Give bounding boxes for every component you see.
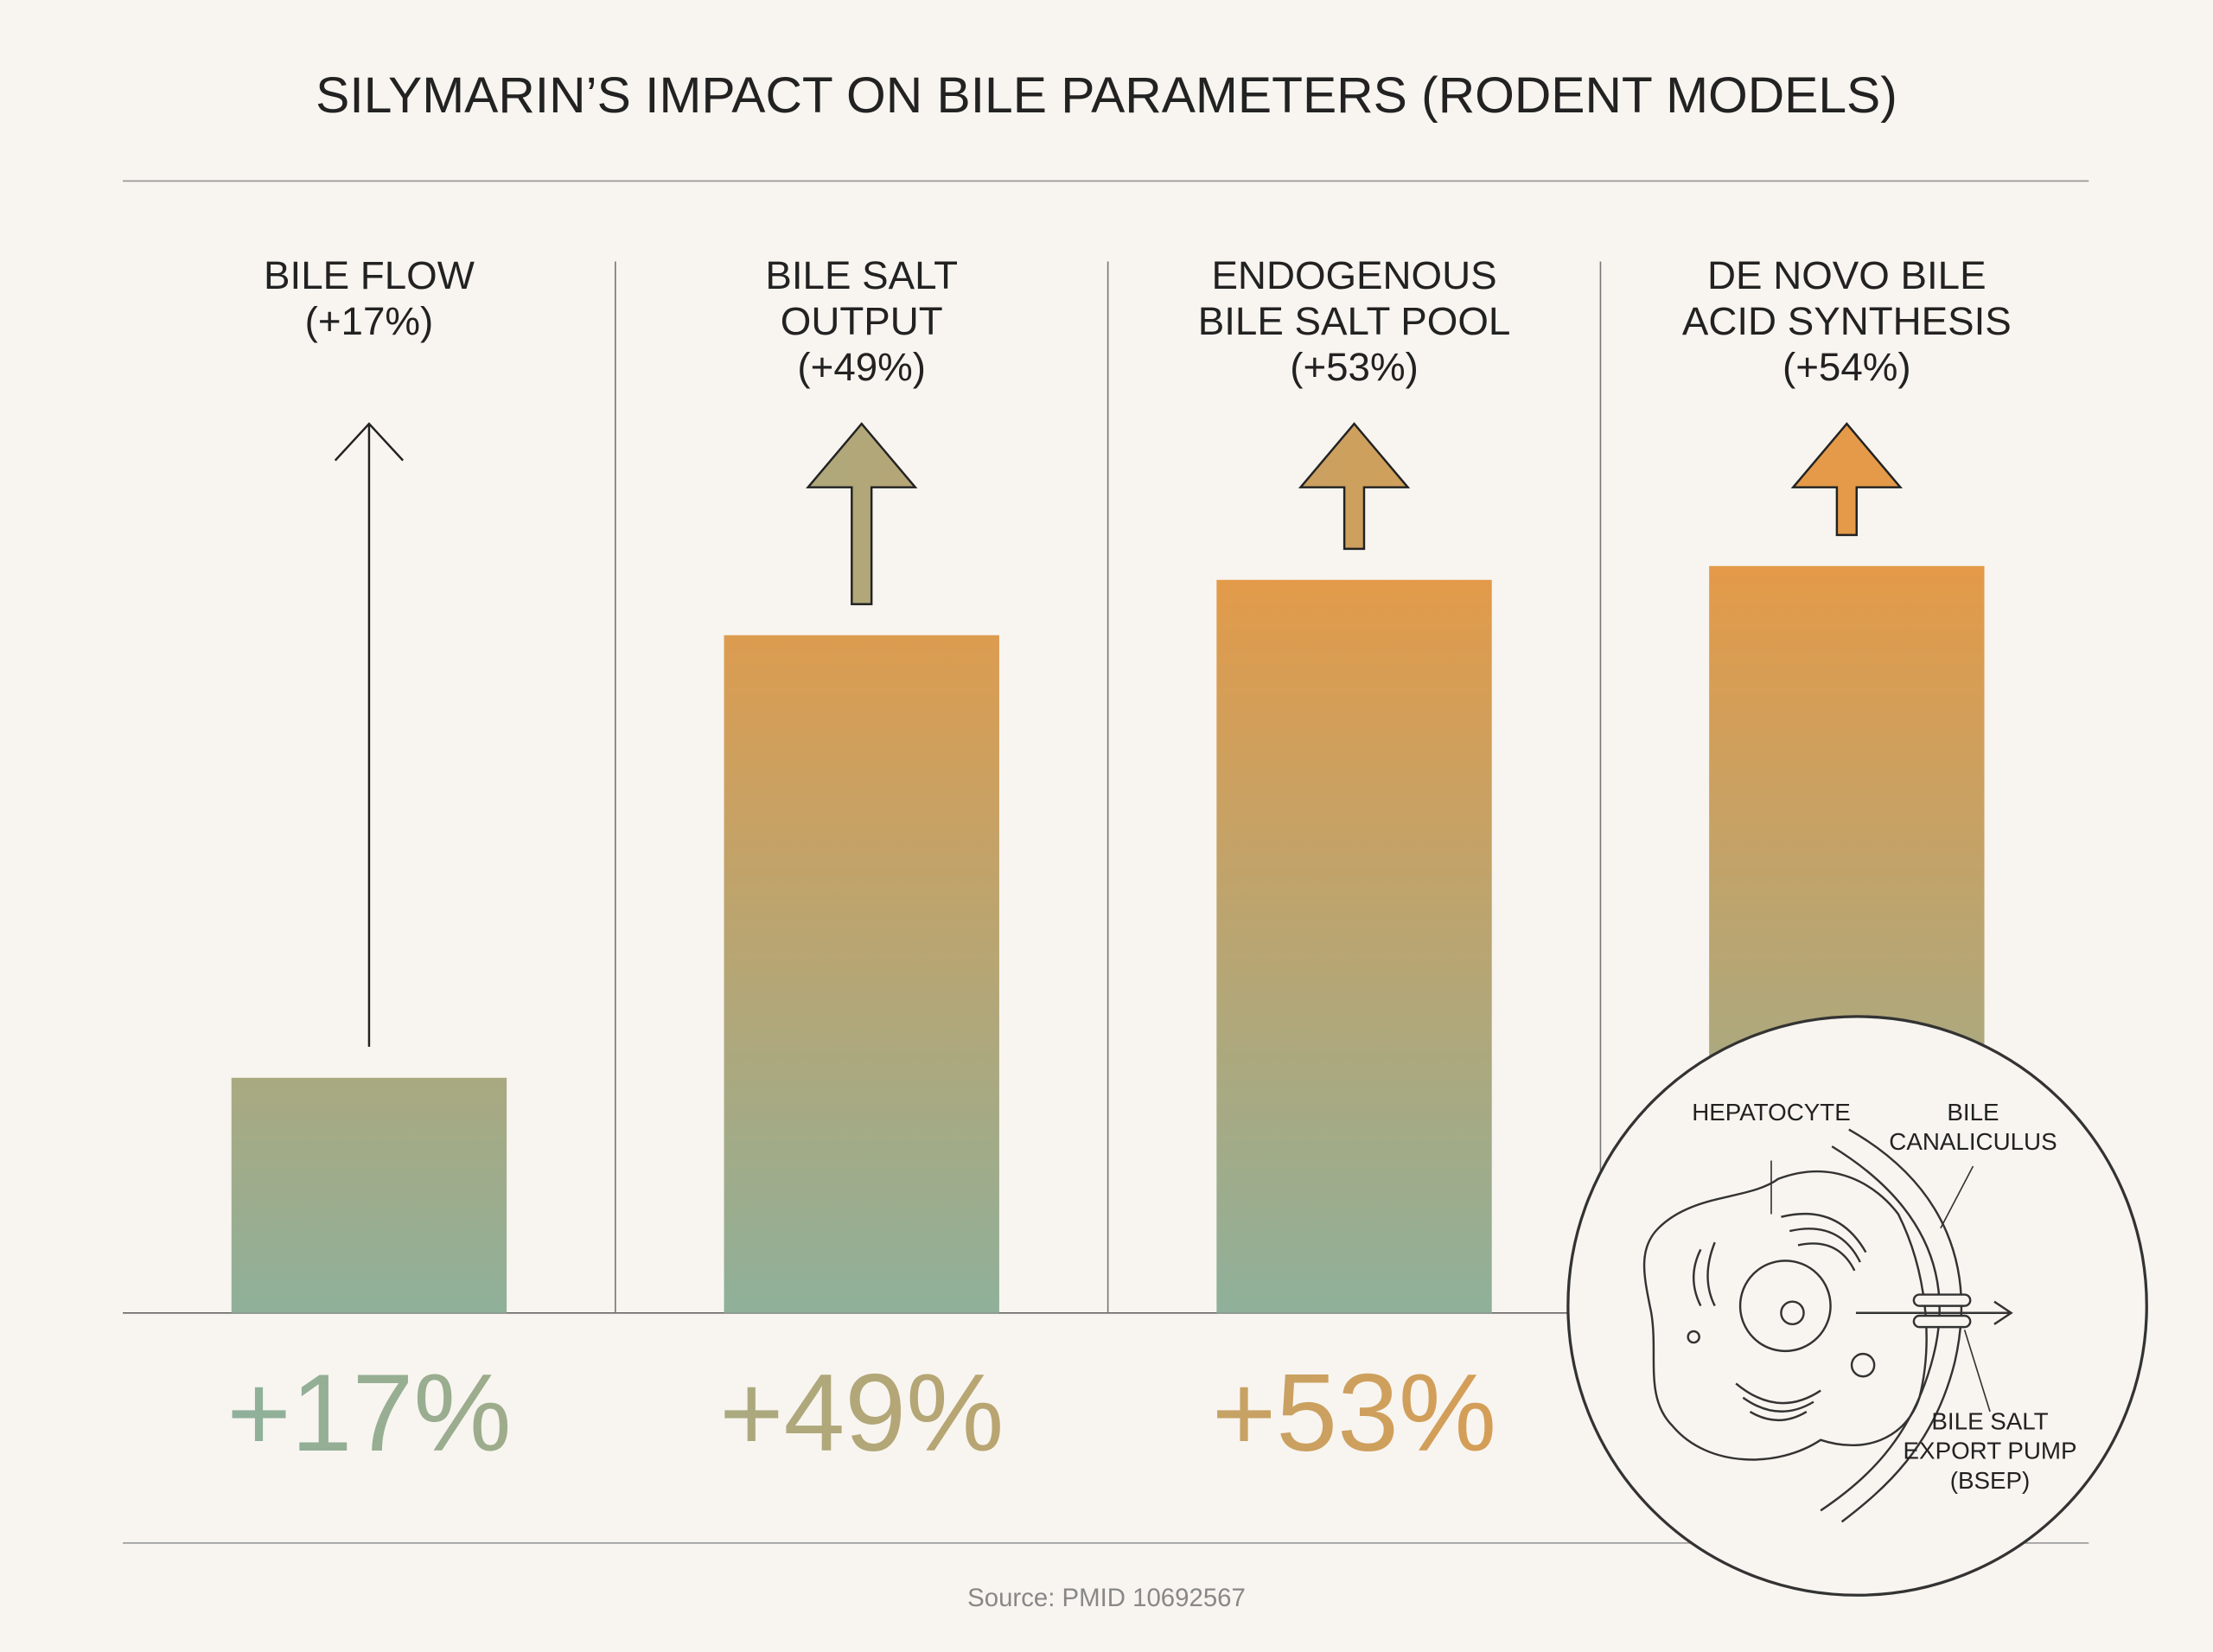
annotation: BILE SALT: [1931, 1407, 2048, 1434]
category-label: DE NOVO BILE: [1707, 253, 1987, 297]
category-label: BILE SALT POOL: [1198, 299, 1511, 343]
annotation: EXPORT PUMP: [1904, 1438, 2077, 1464]
bar: [231, 1077, 507, 1313]
category-label: ACID SYNTHESIS: [1682, 299, 2012, 343]
cell-inset: [1566, 1015, 2148, 1597]
value-label: +49%: [719, 1351, 1004, 1474]
category-label: (+17%): [305, 299, 434, 343]
annotation: HEPATOCYTE: [1692, 1099, 1851, 1126]
value-label: +17%: [226, 1351, 511, 1474]
bar: [724, 635, 999, 1313]
annotation: CANALICULUS: [1889, 1128, 2057, 1155]
category-label: (+53%): [1290, 345, 1419, 389]
value-label: +53%: [1212, 1351, 1496, 1474]
arrow: [1298, 422, 1411, 551]
category-label: (+54%): [1783, 345, 1911, 389]
arrow: [1790, 422, 1904, 537]
category-label: BILE FLOW: [264, 253, 475, 297]
arrow: [334, 422, 405, 1047]
annotation: (BSEP): [1950, 1467, 2031, 1494]
bar: [1216, 579, 1492, 1313]
category-label: (+49%): [797, 345, 926, 389]
chart-title: SILYMARIN’S IMPACT ON BILE PARAMETERS (R…: [316, 67, 1897, 124]
category-label: BILE SALT: [765, 253, 958, 297]
source: Source: PMID 10692567: [967, 1584, 1246, 1612]
category-label: OUTPUT: [781, 299, 943, 343]
annotation: BILE: [1947, 1099, 1999, 1126]
category-label: ENDOGENOUS: [1211, 253, 1496, 297]
arrow: [806, 422, 918, 606]
